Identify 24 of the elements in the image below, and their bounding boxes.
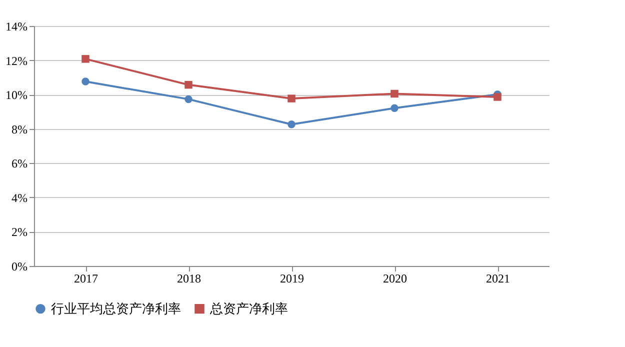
y-tick-label: 10%: [6, 88, 28, 102]
point: [494, 93, 502, 101]
point: [184, 95, 192, 104]
x-tick-label: 2018: [177, 272, 201, 286]
x-tick-label: 2017: [74, 272, 98, 286]
y-tick-label: 6%: [12, 156, 28, 171]
y-tick-label: 14%: [6, 20, 28, 34]
point: [288, 94, 296, 102]
y-tick-label: 8%: [12, 122, 28, 136]
point: [390, 104, 398, 112]
point: [184, 80, 192, 89]
x-tick-label: 2021: [486, 272, 510, 286]
y-tick-label: 4%: [12, 190, 28, 205]
point: [82, 55, 90, 63]
y-tick-label: 0%: [12, 260, 28, 274]
point: [82, 78, 90, 86]
x-tick-label: 2020: [383, 272, 407, 286]
y-tick-label: 12%: [6, 54, 28, 68]
point: [288, 120, 296, 128]
legend-label: 总资产净利率: [209, 300, 288, 317]
point: [390, 90, 398, 98]
y-tick-label: 2%: [12, 225, 28, 240]
x-tick-label: 2019: [280, 272, 304, 286]
legend-label: 行业平均总资产净利率: [51, 300, 181, 317]
